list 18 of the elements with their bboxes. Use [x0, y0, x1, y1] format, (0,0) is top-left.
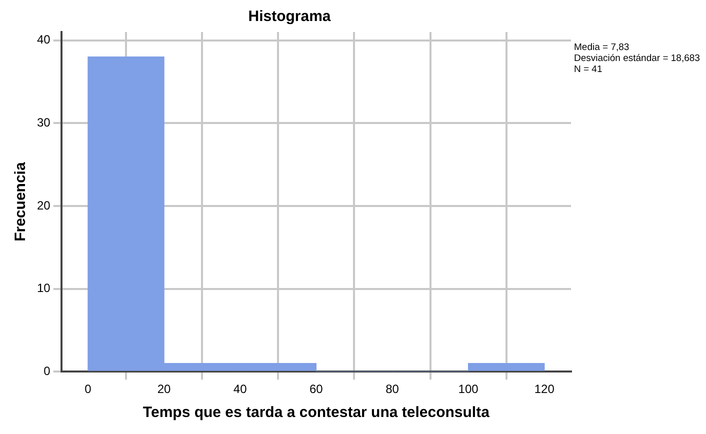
x-tick-label: 40: [233, 382, 248, 396]
y-tick-label: 0: [44, 364, 51, 378]
x-tick-label: 0: [84, 382, 92, 396]
chart-title: Histograma: [248, 8, 332, 26]
text: N = 41: [574, 64, 604, 75]
y-tick-label: 10: [36, 281, 51, 296]
text: Desviación estándar = 18,683: [574, 53, 700, 64]
y-tick-label: 20: [36, 198, 51, 212]
x-axis-title: Temps que es tarda a contestar una teleconsulta: [142, 404, 490, 422]
x-tick-label: 80: [386, 382, 400, 396]
y-tick-label: 40: [36, 32, 51, 47]
text: Media = 7,83: [574, 42, 630, 53]
x-tick-label: 100: [458, 382, 479, 396]
x-tick-label: 60: [309, 382, 324, 396]
x-tick-label: 20: [157, 382, 172, 396]
y-tick-label: 30: [36, 115, 51, 130]
x-tick-label: 120: [534, 382, 555, 396]
y-axis-title: Frecuencia: [12, 162, 30, 242]
